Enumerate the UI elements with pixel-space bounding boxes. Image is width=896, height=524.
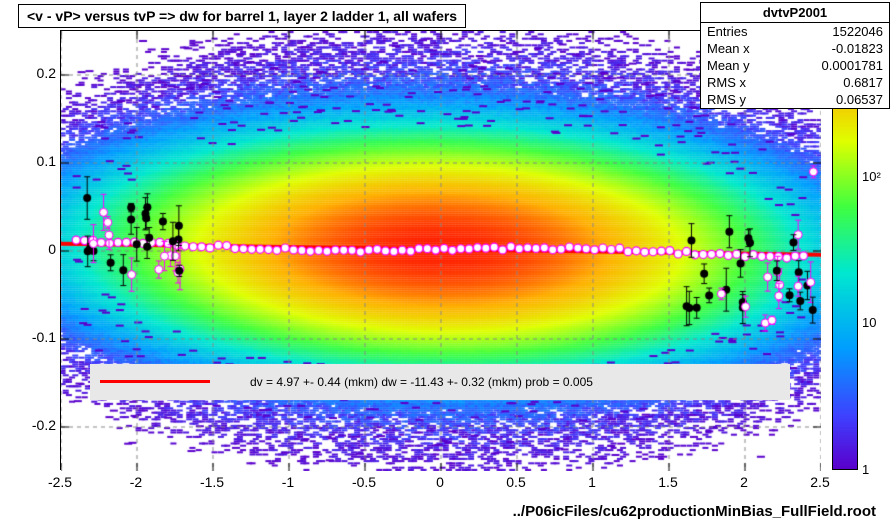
y-tick-label: -0.1: [16, 329, 56, 345]
stats-label: Entries: [707, 24, 747, 39]
stats-name: dvtvP2001: [701, 3, 889, 23]
colorbar-tick-label: 1: [862, 462, 869, 477]
chart-title: <v - vP> versus tvP => dw for barrel 1, …: [18, 4, 466, 28]
stats-box: dvtvP2001 Entries 1522046 Mean x -0.0182…: [700, 2, 890, 109]
stats-meany: Mean y 0.0001781: [701, 57, 889, 74]
y-tick-label: -0.2: [16, 417, 56, 433]
chart-container: <v - vP> versus tvP => dw for barrel 1, …: [0, 0, 896, 524]
x-tick-label: -0.5: [344, 474, 384, 490]
y-tick-label: 0.1: [16, 153, 56, 169]
stats-label: Mean y: [707, 58, 750, 73]
x-tick-label: 2: [724, 474, 764, 490]
y-tick-label: 0: [16, 241, 56, 257]
stats-rmsx: RMS x 0.6817: [701, 74, 889, 91]
x-tick-label: 1.5: [648, 474, 688, 490]
x-tick-label: 0.5: [496, 474, 536, 490]
x-tick-label: 0: [420, 474, 460, 490]
x-tick-label: 2.5: [800, 474, 840, 490]
x-tick-label: 1: [572, 474, 612, 490]
stats-value: 1522046: [832, 24, 883, 39]
stats-rmsy: RMS y 0.06537: [701, 91, 889, 108]
footer-path: ../P06icFiles/cu62productionMinBias_Full…: [513, 503, 876, 520]
stats-meanx: Mean x -0.01823: [701, 40, 889, 57]
x-tick-label: -2: [116, 474, 156, 490]
fit-line-sample: [100, 380, 210, 383]
colorbar-tick-label: 10: [862, 315, 876, 330]
stats-label: Mean x: [707, 41, 750, 56]
stats-value: -0.01823: [832, 41, 883, 56]
x-tick-label: -1.5: [192, 474, 232, 490]
stats-entries: Entries 1522046: [701, 23, 889, 40]
stats-value: 0.0001781: [822, 58, 883, 73]
stats-label: RMS y: [707, 92, 746, 107]
stats-value: 0.6817: [843, 75, 883, 90]
x-tick-label: -1: [268, 474, 308, 490]
stats-label: RMS x: [707, 75, 746, 90]
y-tick-label: 0.2: [16, 65, 56, 81]
fit-legend-text: dv = 4.97 +- 0.44 (mkm) dw = -11.43 +- 0…: [250, 375, 593, 389]
stats-value: 0.06537: [836, 92, 883, 107]
x-tick-label: -2.5: [40, 474, 80, 490]
colorbar-tick-label: 10²: [862, 169, 881, 184]
fit-legend-box: dv = 4.97 +- 0.44 (mkm) dw = -11.43 +- 0…: [90, 364, 790, 399]
